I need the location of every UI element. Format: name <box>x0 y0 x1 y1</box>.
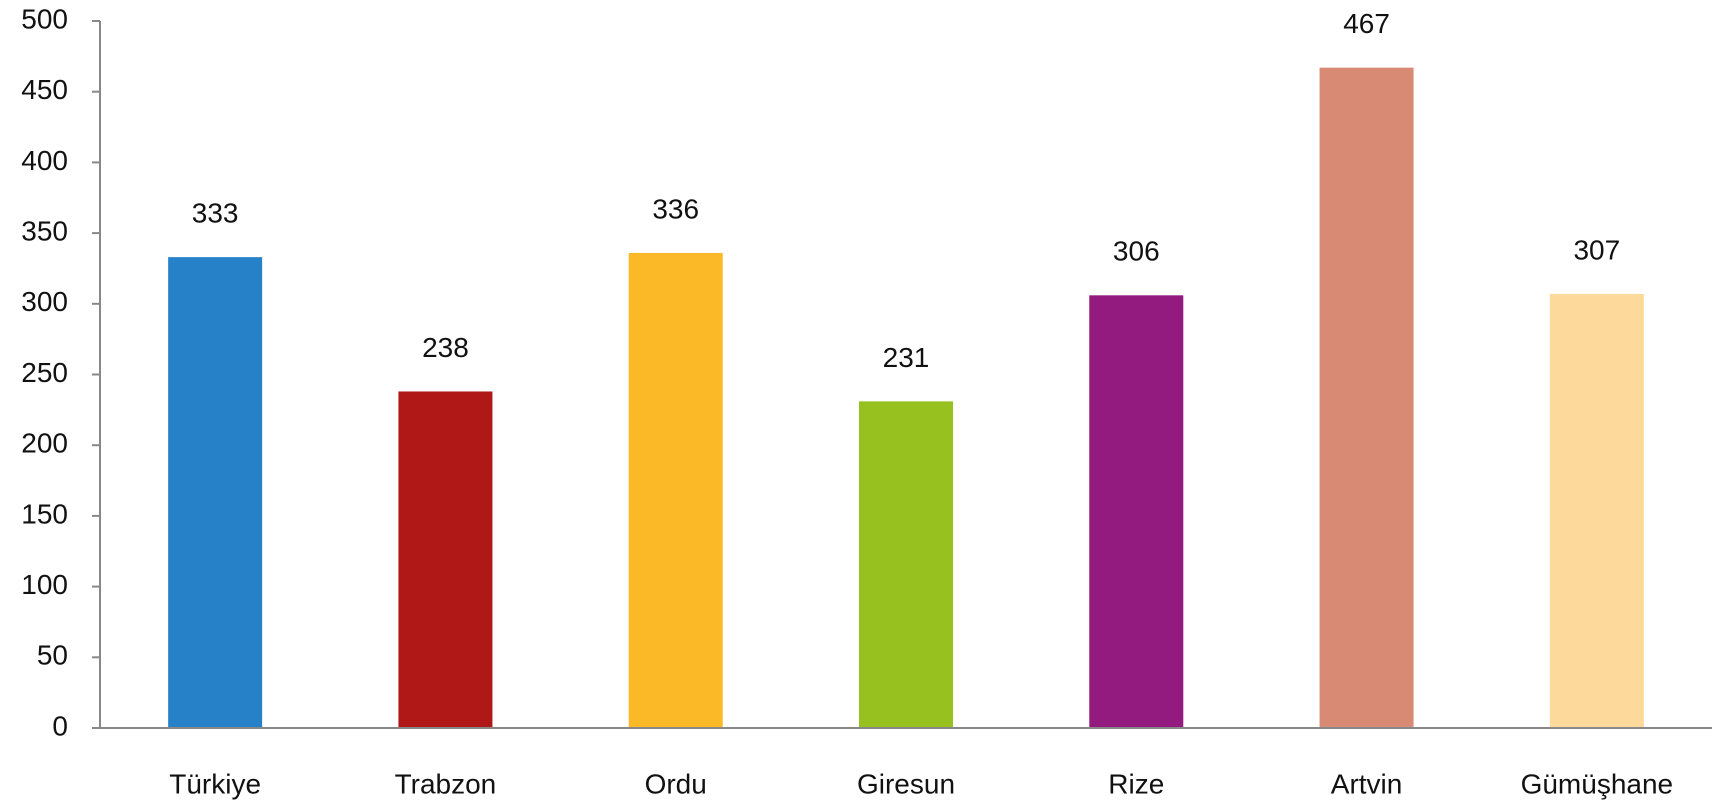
y-tick-label: 250 <box>21 357 68 388</box>
bar <box>1319 67 1414 729</box>
y-tick-label: 350 <box>21 215 68 246</box>
y-tick-label: 50 <box>37 640 68 671</box>
value-label: 307 <box>1573 234 1620 265</box>
x-tick-label: Trabzon <box>395 768 497 799</box>
value-label: 333 <box>192 198 239 229</box>
y-tick-label: 150 <box>21 498 68 529</box>
value-label: 306 <box>1113 236 1160 267</box>
bar <box>859 401 953 728</box>
bar <box>398 391 493 728</box>
x-tick-label: Artvin <box>1331 768 1403 799</box>
value-label: 336 <box>652 193 699 224</box>
y-tick-label: 200 <box>21 428 68 459</box>
y-tick-label: 500 <box>21 3 68 34</box>
x-tick-label: Gümüşhane <box>1521 768 1674 799</box>
x-tick-label: Ordu <box>645 768 707 799</box>
x-tick-label: Giresun <box>857 768 955 799</box>
bar <box>628 252 723 728</box>
value-label: 231 <box>883 342 930 373</box>
y-tick-label: 300 <box>21 286 68 317</box>
y-tick-label: 100 <box>21 569 68 600</box>
value-label: 467 <box>1343 8 1390 39</box>
bar <box>1089 295 1184 728</box>
y-tick-label: 0 <box>52 710 68 741</box>
bar <box>168 257 263 728</box>
x-tick-label: Rize <box>1108 768 1164 799</box>
value-label: 238 <box>422 332 469 363</box>
y-tick-label: 450 <box>21 74 68 105</box>
x-tick-label: Türkiye <box>169 768 261 799</box>
bar <box>1549 293 1644 728</box>
y-tick-label: 400 <box>21 145 68 176</box>
